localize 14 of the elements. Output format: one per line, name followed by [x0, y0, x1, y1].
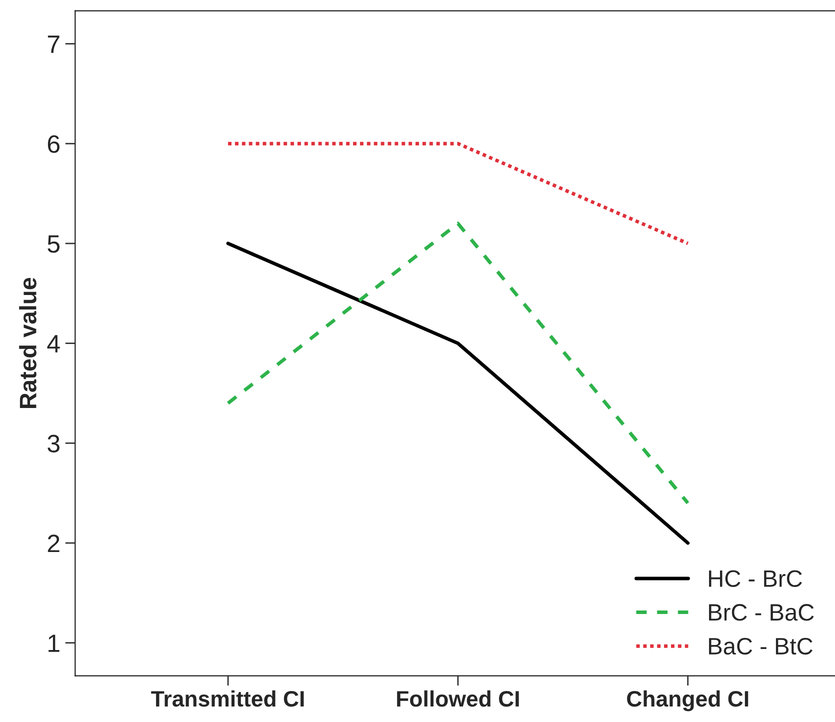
y-tick-label: 7: [48, 36, 60, 53]
y-tick-label: 3: [48, 434, 60, 452]
x-tick-label: Changed CI: [627, 690, 748, 712]
y-axis-title: Rated value: [19, 278, 36, 408]
legend-label: BaC - BtC: [709, 638, 812, 655]
y-tick-label: 4: [47, 335, 60, 352]
x-tick-label: Transmitted CI: [151, 690, 304, 707]
x-tick-label: Followed CI: [397, 690, 519, 707]
legend-label: BrC - BaC: [709, 604, 814, 621]
legend-label: HC - BrC: [709, 570, 802, 587]
y-tick-label: 1: [48, 634, 60, 652]
y-tick-label: 2: [48, 534, 60, 552]
y-tick-label: 6: [48, 135, 60, 153]
y-tick-label: 5: [48, 235, 60, 253]
